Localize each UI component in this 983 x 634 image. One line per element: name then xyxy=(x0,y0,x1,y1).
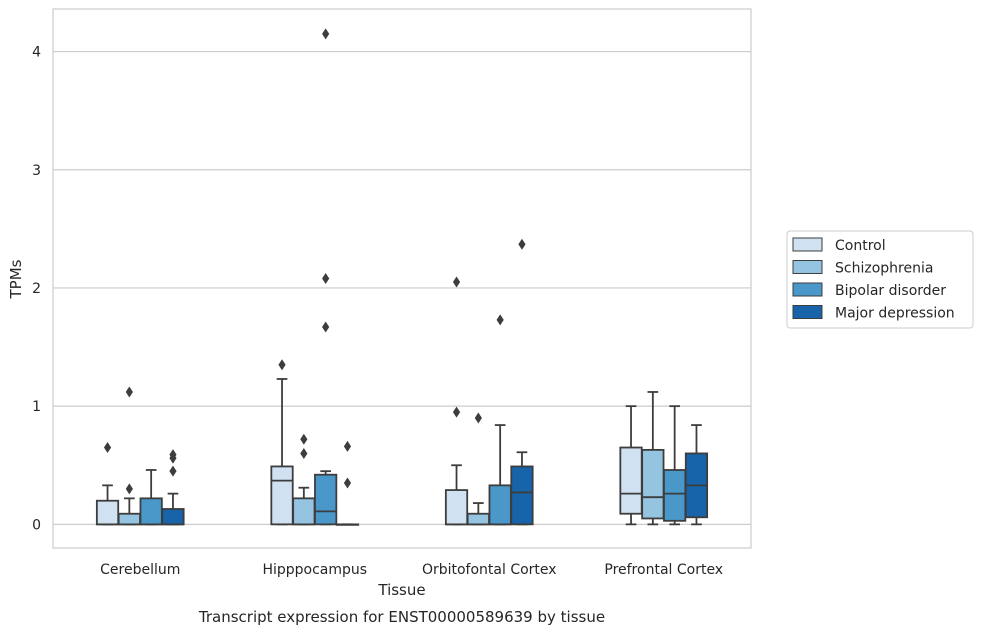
box-group xyxy=(292,433,316,526)
outlier-point xyxy=(322,321,330,333)
legend-swatch xyxy=(792,282,823,297)
outlier-point xyxy=(300,447,308,459)
box-group xyxy=(510,238,534,526)
outlier-point xyxy=(169,449,177,461)
legend-entry: Major depression xyxy=(835,306,955,322)
box xyxy=(139,497,163,526)
y-tick-label: 4 xyxy=(32,45,41,61)
outlier-point xyxy=(322,28,330,40)
box xyxy=(466,512,490,526)
box-group xyxy=(95,442,120,526)
box xyxy=(117,512,141,526)
x-tick-label: Orbitofontal Cortex xyxy=(422,562,557,578)
x-tick-label: Hipppocampus xyxy=(262,562,367,578)
chart-caption: Transcript expression for ENST0000058963… xyxy=(198,608,605,626)
y-axis-label: TPMs xyxy=(7,259,25,299)
box-group xyxy=(117,386,141,526)
outlier-point xyxy=(518,238,526,250)
outlier-point xyxy=(343,440,352,452)
box-group xyxy=(139,469,163,526)
box-group xyxy=(488,314,512,526)
legend-entry: Schizophrenia xyxy=(835,261,933,277)
outlier-point xyxy=(169,465,177,477)
box-group xyxy=(335,440,360,526)
box-group xyxy=(161,449,185,526)
outlier-point xyxy=(125,483,133,495)
y-tick-label: 1 xyxy=(32,399,41,415)
legend-entry: Bipolar disorder xyxy=(835,283,946,299)
outlier-point xyxy=(278,359,286,371)
outlier-point xyxy=(474,412,482,424)
outlier-point xyxy=(343,477,352,489)
outlier-point xyxy=(125,386,133,398)
box-group xyxy=(314,28,338,526)
box xyxy=(488,484,512,526)
box-group xyxy=(684,424,709,526)
outlier-point xyxy=(300,433,308,445)
box xyxy=(270,465,294,526)
box xyxy=(510,465,534,526)
y-tick-label: 3 xyxy=(32,163,41,179)
box-group xyxy=(663,405,687,526)
outlier-point xyxy=(103,442,112,454)
legend-entry: Control xyxy=(835,238,886,254)
box-group xyxy=(466,412,490,526)
x-axis-label: Tissue xyxy=(377,581,425,599)
y-tick-labels: 0 1 2 3 4 xyxy=(32,45,41,534)
y-tick-label: 0 xyxy=(32,517,41,533)
legend-frame xyxy=(786,230,974,329)
box-group xyxy=(270,359,294,526)
legend: Control Schizophrenia Bipolar disorder Majo… xyxy=(786,230,974,329)
box-plot-marks xyxy=(95,28,709,526)
outlier-point xyxy=(322,273,330,284)
box xyxy=(95,499,120,526)
box xyxy=(619,446,643,515)
box xyxy=(663,469,687,522)
box xyxy=(292,497,316,526)
outlier-point xyxy=(452,276,461,288)
box xyxy=(314,473,338,526)
plot-frame xyxy=(52,8,752,549)
box-group xyxy=(641,391,665,526)
x-tick-labels: Cerebellum Hipppocampus Orbitofontal Corte… xyxy=(100,562,723,578)
legend-swatch xyxy=(792,260,823,274)
box xyxy=(161,508,185,526)
box-group xyxy=(619,405,643,526)
box-group xyxy=(444,276,469,526)
box xyxy=(444,489,469,526)
x-tick-label: Prefrontal Cortex xyxy=(604,562,723,578)
box xyxy=(641,448,665,520)
legend-swatch xyxy=(792,237,823,252)
outlier-point xyxy=(496,314,504,326)
outlier-point xyxy=(452,406,461,418)
legend-swatch xyxy=(792,305,823,319)
y-tick-label: 2 xyxy=(32,281,41,297)
x-tick-label: Cerebellum xyxy=(100,562,180,578)
